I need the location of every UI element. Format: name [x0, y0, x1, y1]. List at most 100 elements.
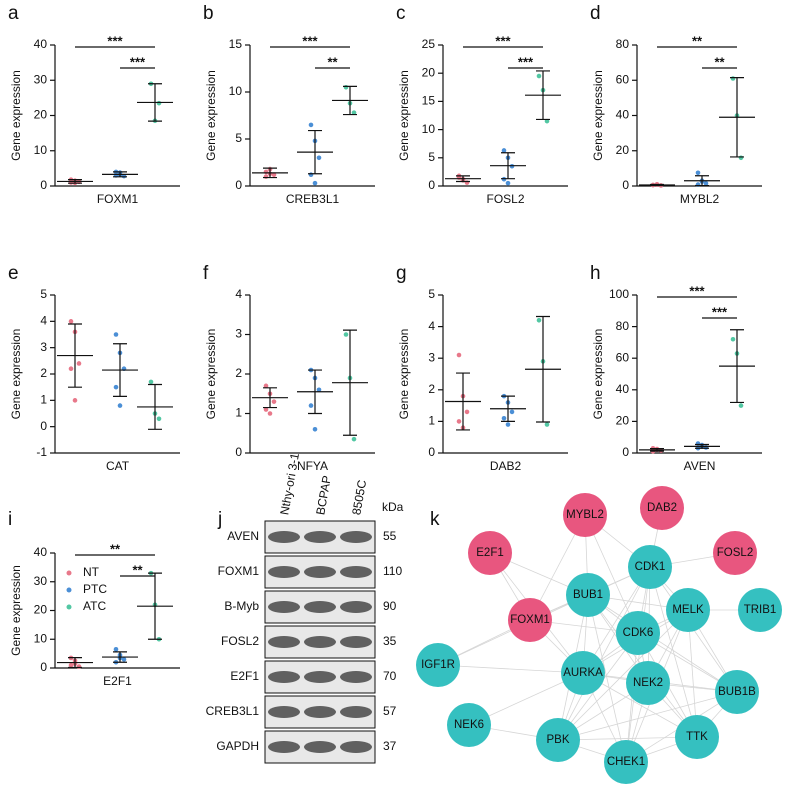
data-point [76, 361, 82, 366]
significance-label: ** [692, 33, 703, 48]
data-point [501, 148, 507, 153]
error-bar [730, 329, 744, 404]
y-axis-label: Gene expression [9, 70, 23, 161]
network-edge [587, 594, 738, 693]
network-node [604, 740, 648, 784]
data-point [271, 399, 277, 404]
y-tick-label: 60 [616, 72, 630, 86]
y-tick-label: -1 [36, 445, 47, 459]
data-point [536, 317, 542, 323]
y-axis-label: Gene expression [9, 565, 23, 656]
panel-label: a [8, 3, 19, 24]
significance-label: *** [495, 33, 511, 48]
error-bar [113, 651, 127, 663]
significance-label: ** [110, 541, 121, 556]
legend-marker [66, 604, 72, 610]
y-tick-label: 10 [422, 122, 436, 136]
legend-label: PTC [83, 582, 107, 596]
blot-band [340, 531, 372, 543]
data-point [456, 352, 462, 358]
network-edge [587, 594, 627, 763]
y-tick-label: 10 [34, 631, 48, 645]
data-point [68, 662, 74, 668]
kda-label: 35 [383, 634, 397, 648]
node-label: MELK [672, 604, 704, 616]
y-tick-label: 3 [235, 327, 242, 341]
error-bar [263, 387, 277, 409]
network-node [416, 643, 460, 687]
panel-label: e [8, 263, 19, 284]
y-tick-label: 0 [622, 445, 629, 459]
node-label: DAB2 [647, 502, 677, 514]
node-label: CDK6 [623, 627, 654, 639]
error-bar [695, 443, 709, 449]
blot-band [268, 531, 300, 543]
error-bar [148, 572, 162, 640]
error-bar [650, 447, 664, 452]
network-edge [557, 691, 738, 741]
network-node [616, 611, 660, 655]
y-tick-label: 20 [422, 65, 436, 79]
network-edge [557, 566, 651, 741]
data-point [263, 169, 269, 175]
y-tick-label: 25 [422, 37, 436, 51]
significance-label: ** [132, 562, 143, 577]
kda-label: 90 [383, 599, 397, 613]
y-tick-label: 20 [616, 143, 630, 157]
y-tick-label: 2 [40, 366, 47, 380]
y-tick-label: 40 [34, 37, 48, 51]
node-label: E2F1 [476, 547, 504, 559]
blot-band [340, 706, 372, 718]
blot-band [340, 566, 372, 578]
data-point [505, 180, 511, 186]
panel-label: j [217, 509, 222, 530]
node-label: NEK2 [633, 677, 663, 689]
error-bar [113, 343, 127, 397]
blot-band [304, 566, 336, 578]
error-bar [308, 129, 322, 175]
data-point [738, 155, 744, 161]
y-tick-label: 3 [428, 350, 435, 364]
node-label: CHEK1 [607, 756, 645, 768]
data-point [308, 122, 314, 128]
y-axis-label: Gene expression [204, 70, 218, 161]
error-bar [113, 171, 127, 178]
kda-label: 37 [383, 739, 397, 753]
y-axis-label: Gene expression [204, 329, 218, 420]
protein-label: B-Myb [224, 599, 259, 613]
data-point [263, 383, 269, 389]
y-tick-label: 40 [616, 108, 630, 122]
protein-label: CREB3L1 [206, 704, 260, 718]
data-point [730, 76, 736, 81]
x-axis-label: DAB2 [490, 459, 522, 473]
network-node [738, 588, 782, 632]
protein-label: AVEN [227, 529, 259, 543]
data-point [316, 155, 322, 161]
data-point [312, 427, 318, 432]
panel-label: f [203, 263, 209, 284]
y-tick-label: 1 [40, 393, 47, 407]
blot-band [304, 671, 336, 683]
error-bar [456, 372, 470, 431]
data-point [121, 657, 127, 662]
error-bar [68, 657, 82, 669]
lane-label: 8505C [349, 478, 369, 516]
node-label: MYBL2 [566, 509, 604, 521]
y-tick-label: 1 [428, 414, 435, 428]
y-tick-label: 40 [34, 545, 48, 559]
unit-label: kDa [382, 500, 404, 514]
data-point [703, 181, 709, 186]
data-point [72, 398, 78, 403]
blot-band [268, 566, 300, 578]
network-node [563, 493, 607, 537]
data-point [312, 180, 318, 186]
node-label: FOSL2 [717, 547, 753, 559]
network-edge [557, 609, 689, 741]
kda-label: 55 [383, 529, 397, 543]
kda-label: 70 [383, 669, 397, 683]
significance-label: *** [107, 33, 123, 48]
y-tick-label: 0 [428, 445, 435, 459]
y-tick-label: 100 [609, 287, 629, 301]
node-label: IGF1R [421, 659, 455, 671]
panel-label: h [590, 263, 601, 284]
